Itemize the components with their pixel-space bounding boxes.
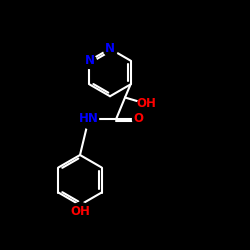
Text: OH: OH <box>136 97 156 110</box>
Text: N: N <box>105 42 115 55</box>
Text: HN: HN <box>79 112 99 125</box>
Text: OH: OH <box>70 205 90 218</box>
Text: O: O <box>134 112 144 125</box>
Text: N: N <box>84 54 94 67</box>
